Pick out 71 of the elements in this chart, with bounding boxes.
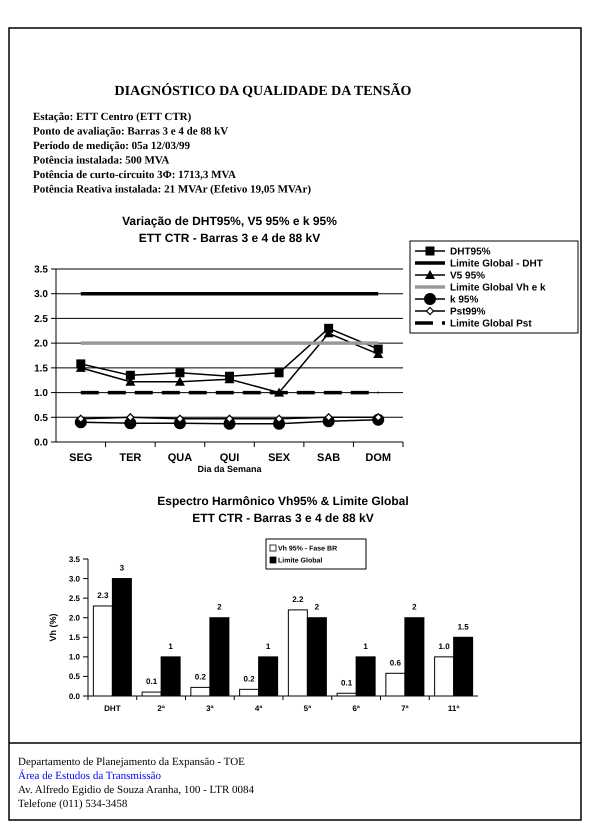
- data-label: 3: [120, 564, 125, 573]
- text: Área de Estudos da Transmissão: [18, 769, 162, 782]
- text: Potência de curto-circuito 3Φ: 1713,3 MVA: [33, 169, 236, 181]
- legend-label: V5 95%: [450, 270, 486, 282]
- data-label: 0.6: [390, 658, 402, 668]
- y-tick-label: 1.0: [34, 388, 48, 400]
- data-label: 0.2: [194, 672, 206, 682]
- legend-label: DHT95%: [450, 246, 491, 258]
- data-label: 0.1: [341, 678, 353, 688]
- x-tick-label: 4ª: [254, 704, 262, 713]
- data-label: 2: [217, 602, 222, 612]
- legend-label: Limite Global Pst: [450, 318, 532, 330]
- y-tick-label: 2.5: [68, 594, 81, 603]
- data-label: 2.3: [97, 590, 109, 600]
- x-tick-label: TER: [119, 452, 142, 464]
- legend-label: Pst99%: [450, 306, 486, 318]
- y-tick-label: 0.0: [34, 438, 48, 448]
- text: Av. Alfredo Egidio de Souza Aranha, 100 - LTR 0084: [18, 784, 255, 796]
- text: Potência instalada: 500 MVA: [33, 154, 170, 166]
- data-label: 1: [363, 642, 368, 651]
- text: Ponto de avaliação: Barras 3 e 4 de 88 kV: [33, 126, 228, 138]
- y-tick-label: 1.5: [68, 633, 81, 642]
- text: Telefone (011) 534-3458: [18, 798, 128, 810]
- x-tick-label: 11ª: [448, 704, 460, 713]
- y-tick-label: 3.5: [68, 554, 81, 564]
- y-tick-label: 0.5: [68, 672, 81, 682]
- data-label: 0.2: [244, 674, 256, 684]
- x-tick-label: QUI: [220, 452, 240, 464]
- x-tick-label: 5ª: [304, 704, 312, 713]
- x-tick-label: SEX: [268, 452, 291, 464]
- legend-label: k 95%: [450, 294, 478, 306]
- y-tick-label: 0.5: [34, 412, 48, 424]
- x-tick-label: SEG: [69, 452, 92, 464]
- legend-label: Limite Global - DHT: [450, 258, 543, 270]
- x-axis-title: Dia da Semana: [197, 464, 263, 474]
- chart-subtitle: ETT CTR - Barras 3 e 4 de 88 kV: [138, 231, 320, 245]
- y-tick-label: 2.0: [68, 614, 81, 623]
- x-tick-label: 7ª: [401, 704, 409, 713]
- x-tick-label: 2ª: [157, 704, 165, 713]
- text: DIAGNÓSTICO DA QUALIDADE DA TENSÃO: [114, 82, 412, 99]
- x-tick-label: DOM: [365, 452, 392, 464]
- chart-title: Variação de DHT95%, V5 95% e k 95%: [122, 214, 338, 228]
- x-tick-label: 3ª: [206, 704, 214, 713]
- x-tick-label: DHT: [104, 704, 121, 713]
- x-tick-label: QUA: [168, 452, 192, 464]
- y-tick-label: 3.0: [68, 574, 81, 584]
- x-tick-label: 6ª: [352, 704, 360, 713]
- y-tick-label: 3.5: [34, 264, 48, 276]
- text: Departamento de Planejamento da Expansão - TOE: [18, 756, 246, 768]
- y-tick-label: 3.0: [34, 289, 48, 300]
- data-label: 0.1: [146, 677, 158, 686]
- text: Estação: ETT Centro (ETT CTR): [33, 111, 192, 123]
- x-tick-label: SAB: [317, 452, 340, 464]
- data-label: 1: [266, 642, 271, 651]
- y-tick-label: 2.5: [34, 314, 48, 325]
- y-tick-label: 1.0: [68, 652, 81, 662]
- data-label: 2.2: [292, 594, 304, 604]
- text: Potência Reativa instalada: 21 MVAr (Efetivo 19,05 MVAr): [33, 184, 312, 196]
- y-tick-label: 1.5: [34, 363, 48, 374]
- data-label: 2: [412, 602, 418, 612]
- y-tick-label: 2.0: [34, 338, 48, 350]
- y-axis-title: Vh (%): [48, 614, 58, 642]
- chart-title: Espectro Harmônico Vh95% & Limite Global: [157, 494, 409, 508]
- data-label: 2: [314, 602, 320, 612]
- legend-label: Limite Global Vh e k: [450, 282, 546, 294]
- y-tick-label: 0.0: [68, 692, 81, 701]
- data-label: 1: [168, 642, 174, 651]
- text: Período de medição: 05a 12/03/99: [33, 140, 191, 152]
- chart-subtitle: ETT CTR - Barras 3 e 4 de 88 kV: [192, 511, 374, 525]
- data-label: 1.0: [438, 642, 450, 651]
- data-label: 1.5: [458, 622, 470, 632]
